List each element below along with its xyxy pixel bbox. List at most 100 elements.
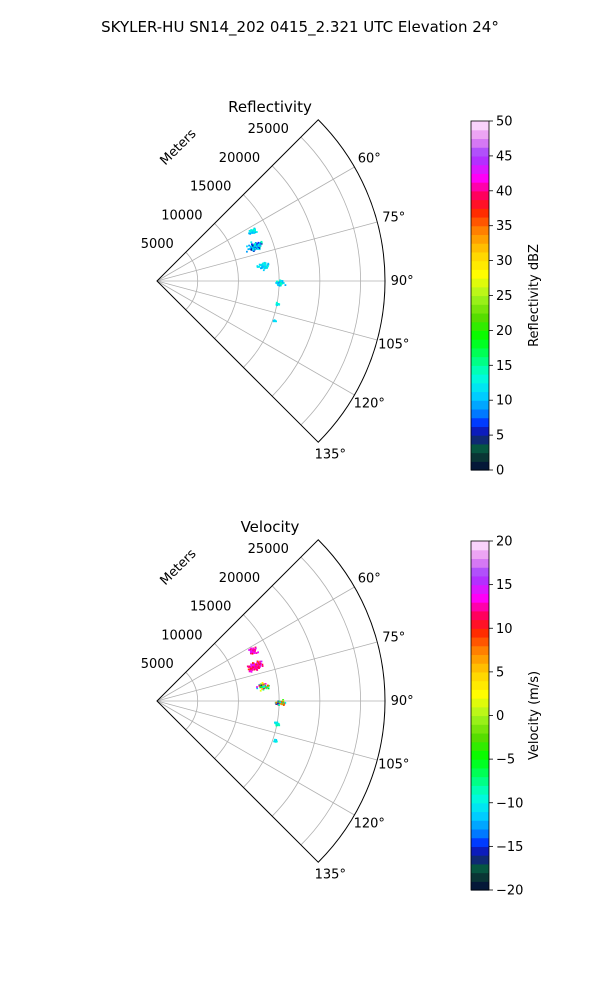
azimuth-tick-label: 135°: [315, 867, 346, 882]
data-point: [250, 649, 253, 652]
data-point: [254, 231, 257, 234]
colorbar-band: [471, 330, 489, 340]
data-point: [282, 699, 285, 702]
data-point: [252, 662, 254, 664]
azimuth-tick-label: 120°: [354, 817, 385, 832]
colorbar-band: [471, 461, 489, 471]
data-point: [282, 703, 285, 705]
colorbar-band: [471, 575, 489, 586]
data-point: [267, 687, 270, 690]
data-point: [275, 282, 278, 284]
colorbar-band: [471, 767, 489, 778]
colorbar-band: [471, 243, 489, 253]
colorbar-tick-label: 15: [496, 359, 513, 374]
data-point: [261, 263, 264, 266]
data-point: [253, 662, 255, 665]
data-point: [274, 721, 277, 724]
data-point: [254, 647, 257, 650]
panel-title: Reflectivity: [228, 98, 312, 116]
colorbar-tick-label: 35: [496, 219, 513, 234]
colorbar-band: [471, 820, 489, 830]
data-point: [261, 663, 264, 666]
colorbar-band: [471, 811, 489, 821]
colorbar-band: [471, 295, 489, 305]
data-point: [273, 319, 276, 322]
data-point: [284, 284, 287, 286]
colorbar-band: [471, 452, 489, 462]
data-point: [281, 702, 284, 704]
data-point: [259, 683, 262, 686]
data-point: [247, 668, 250, 671]
colorbar-band: [471, 663, 489, 673]
radial-tick-label: 5000: [141, 237, 174, 252]
colorbar-tick-label: 5: [496, 665, 504, 680]
data-point: [263, 686, 266, 689]
radial-tick-label: 25000: [248, 122, 289, 137]
data-point: [258, 244, 261, 247]
colorbar-label: Velocity (m/s): [527, 671, 542, 760]
colorbar-band: [471, 724, 489, 734]
colorbar-label: Reflectivity dBZ: [527, 244, 542, 347]
colorbar-band: [471, 671, 489, 682]
data-point: [277, 282, 280, 284]
data-point: [265, 686, 267, 688]
data-point: [258, 247, 261, 249]
data-point: [257, 665, 260, 667]
colorbar-tick-label: −5: [496, 753, 515, 768]
data-point: [261, 688, 264, 690]
data-point: [281, 280, 284, 282]
data-point: [256, 662, 259, 665]
azimuth-tick-label: 105°: [378, 757, 409, 772]
data-point: [254, 649, 256, 652]
polar-grid: [156, 556, 385, 846]
polar-grid: [156, 136, 385, 426]
colorbar-band: [471, 715, 489, 725]
data-point: [252, 665, 255, 668]
data-point: [282, 282, 285, 284]
data-point: [258, 248, 261, 251]
colorbar-band: [471, 278, 489, 288]
data-point: [275, 703, 278, 705]
data-point: [254, 243, 257, 245]
velocity-panel: Velocity 5000 10000 15000 20000 25000 Meters 60…: [141, 518, 542, 899]
data-point: [258, 684, 261, 687]
data-point: [274, 740, 277, 743]
colorbar-band: [471, 182, 489, 192]
colorbar-band: [471, 164, 489, 174]
data-point: [282, 704, 285, 706]
data-point: [252, 244, 254, 247]
colorbar-band: [471, 208, 489, 218]
radial-tick-label: 20000: [219, 571, 260, 586]
data-point: [277, 702, 279, 705]
colorbar-tick-label: −10: [496, 796, 523, 811]
data-point: [259, 245, 261, 248]
colorbar: −20 −15 −10 −5 0 5 10 15 20 Velocity (m/s): [470, 535, 542, 899]
data-point: [252, 248, 254, 251]
data-point: [246, 665, 249, 668]
data-point: [254, 646, 257, 649]
radial-tick-label: 15000: [190, 600, 231, 615]
data-point: [252, 249, 255, 252]
data-point: [279, 701, 282, 704]
azimuth-spoke: [156, 700, 355, 816]
data-point: [262, 262, 265, 265]
data-point: [264, 263, 267, 265]
data-point: [273, 740, 275, 743]
colorbar-band: [471, 654, 489, 664]
colorbar-band: [471, 785, 489, 795]
data-point: [276, 721, 278, 724]
colorbar-band: [471, 155, 489, 166]
colorbar-band: [471, 312, 489, 323]
colorbar-band: [471, 129, 489, 140]
data-point: [252, 649, 254, 652]
data-point: [278, 281, 281, 284]
colorbar-band: [471, 794, 489, 804]
colorbar-band: [471, 234, 489, 244]
data-point: [278, 702, 280, 704]
data-point: [264, 683, 267, 685]
colorbar-band: [471, 121, 489, 131]
colorbar-band: [471, 628, 489, 638]
azimuth-tick-label: 105°: [378, 337, 409, 352]
data-point: [250, 245, 252, 248]
data-point: [259, 662, 262, 665]
